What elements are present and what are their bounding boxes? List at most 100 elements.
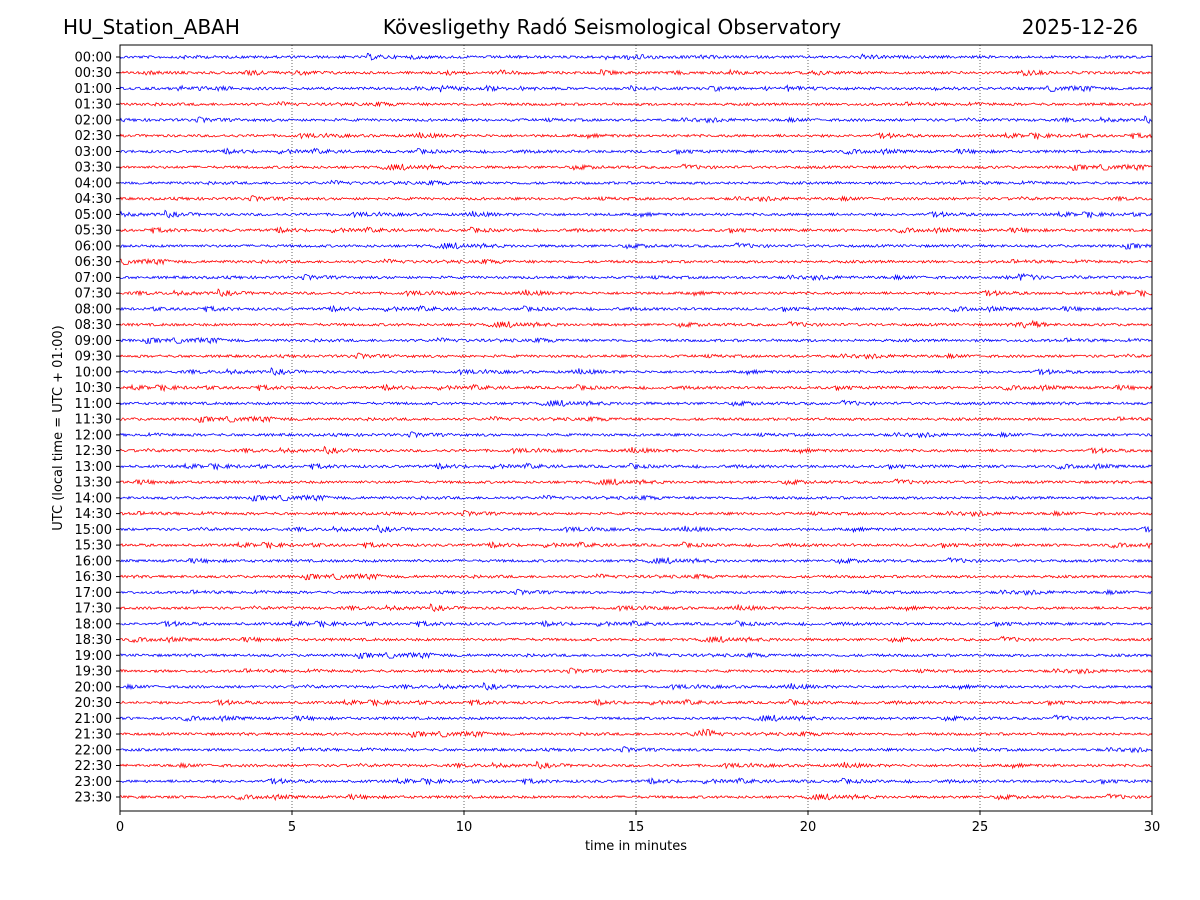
trace-0600 bbox=[119, 242, 1153, 250]
y-tick-label: 07:30 bbox=[75, 287, 112, 302]
trace-2230 bbox=[119, 760, 1153, 770]
chart-title: Kövesligethy Radó Seismological Observat… bbox=[382, 15, 842, 39]
trace-0630 bbox=[119, 257, 1153, 266]
trace-0300 bbox=[119, 147, 1153, 156]
trace-1630 bbox=[119, 572, 1153, 581]
y-tick-label: 19:30 bbox=[75, 665, 112, 680]
y-tick-label: 17:30 bbox=[75, 602, 112, 617]
trace-1130 bbox=[119, 415, 1153, 424]
y-tick-label: 16:30 bbox=[75, 570, 112, 585]
trace-0400 bbox=[119, 179, 1153, 187]
x-tick-label: 15 bbox=[628, 820, 645, 835]
y-tick-label: 10:30 bbox=[75, 381, 112, 396]
trace-1800 bbox=[119, 619, 1152, 629]
trace-2330 bbox=[119, 793, 1153, 802]
y-tick-label: 18:00 bbox=[75, 617, 112, 632]
y-tick-label: 05:00 bbox=[75, 208, 112, 223]
y-tick-label: 01:30 bbox=[75, 98, 112, 113]
trace-1500 bbox=[119, 524, 1153, 534]
y-tick-label: 08:30 bbox=[75, 318, 112, 333]
x-tick-label: 0 bbox=[116, 820, 124, 835]
y-tick-label: 06:30 bbox=[75, 255, 112, 270]
trace-0900 bbox=[119, 336, 1153, 345]
y-tick-label: 14:30 bbox=[75, 507, 112, 522]
station-name: HU_Station_ABAH bbox=[63, 15, 240, 39]
y-tick-label: 11:00 bbox=[75, 397, 112, 412]
y-tick-label: 15:30 bbox=[75, 539, 112, 554]
y-tick-label: 03:30 bbox=[75, 161, 112, 176]
trace-1000 bbox=[119, 367, 1153, 376]
trace-2130 bbox=[119, 728, 1153, 738]
trace-0230 bbox=[119, 131, 1153, 141]
x-tick-label: 30 bbox=[1144, 820, 1161, 835]
x-tick-label: 5 bbox=[288, 820, 296, 835]
trace-1530 bbox=[119, 541, 1153, 550]
y-tick-label: 00:00 bbox=[75, 51, 112, 66]
y-tick-label: 01:00 bbox=[75, 82, 112, 97]
y-tick-label: 20:00 bbox=[75, 680, 112, 695]
y-tick-label: 02:30 bbox=[75, 129, 112, 144]
y-tick-label: 10:00 bbox=[75, 365, 112, 380]
y-tick-label: 23:00 bbox=[75, 775, 112, 790]
y-tick-label: 09:00 bbox=[75, 334, 112, 349]
y-tick-label: 22:00 bbox=[75, 743, 112, 758]
trace-0500 bbox=[119, 209, 1153, 219]
trace-0830 bbox=[119, 319, 1153, 329]
trace-0530 bbox=[119, 226, 1153, 235]
trace-1300 bbox=[119, 462, 1153, 471]
trace-1700 bbox=[119, 588, 1153, 596]
trace-0700 bbox=[119, 272, 1153, 281]
y-tick-label: 13:30 bbox=[75, 476, 112, 491]
trace-2100 bbox=[119, 714, 1152, 723]
trace-1930 bbox=[119, 667, 1153, 675]
x-tick-label: 10 bbox=[456, 820, 473, 835]
y-tick-label: 07:00 bbox=[75, 271, 112, 286]
y-axis-label: UTC (local time = UTC + 01:00) bbox=[51, 325, 66, 530]
trace-1030 bbox=[119, 383, 1153, 393]
y-tick-label: 12:30 bbox=[75, 444, 112, 459]
x-axis: 0 5 10 15 20 25 30 bbox=[116, 811, 1160, 835]
trace-1900 bbox=[119, 651, 1153, 660]
y-tick-label: 21:00 bbox=[75, 712, 112, 727]
trace-0730 bbox=[119, 288, 1153, 298]
grid-lines bbox=[291, 45, 981, 811]
y-tick-label: 19:00 bbox=[75, 649, 112, 664]
y-tick-label: 21:30 bbox=[75, 728, 112, 743]
trace-2200 bbox=[119, 746, 1153, 754]
trace-1430 bbox=[119, 509, 1153, 518]
trace-1830 bbox=[119, 635, 1153, 644]
trace-0130 bbox=[119, 100, 1153, 108]
y-tick-label: 16:00 bbox=[75, 554, 112, 569]
trace-1200 bbox=[119, 431, 1153, 439]
x-tick-label: 20 bbox=[800, 820, 817, 835]
trace-1600 bbox=[119, 556, 1153, 565]
y-tick-label: 14:00 bbox=[75, 491, 112, 506]
trace-2300 bbox=[119, 777, 1153, 786]
trace-0100 bbox=[119, 84, 1153, 93]
y-tick-label: 12:00 bbox=[75, 428, 112, 443]
trace-1400 bbox=[119, 494, 1153, 502]
y-tick-label: 02:00 bbox=[75, 113, 112, 128]
chart-date: 2025-12-26 bbox=[1021, 15, 1138, 39]
y-tick-label: 17:00 bbox=[75, 586, 112, 601]
trace-1730 bbox=[119, 603, 1153, 612]
y-tick-label: 06:00 bbox=[75, 239, 112, 254]
y-tick-label: 22:30 bbox=[75, 759, 112, 774]
y-tick-label: 15:00 bbox=[75, 523, 112, 538]
y-tick-label: 08:00 bbox=[75, 302, 112, 317]
trace-0930 bbox=[119, 352, 1153, 360]
trace-0330 bbox=[119, 163, 1153, 172]
trace-1100 bbox=[119, 399, 1153, 407]
x-axis-label: time in minutes bbox=[585, 839, 687, 854]
trace-0030 bbox=[119, 68, 1153, 77]
trace-2030 bbox=[119, 698, 1153, 707]
trace-1330 bbox=[119, 478, 1153, 486]
y-tick-label: 09:30 bbox=[75, 350, 112, 365]
y-tick-label: 11:30 bbox=[75, 413, 112, 428]
trace-2000 bbox=[119, 682, 1153, 691]
y-tick-label: 05:30 bbox=[75, 224, 112, 239]
y-tick-label: 23:30 bbox=[75, 791, 112, 806]
trace-0000 bbox=[119, 52, 1153, 61]
y-axis: 00:0000:3001:0001:3002:0002:3003:0003:30… bbox=[75, 51, 120, 806]
